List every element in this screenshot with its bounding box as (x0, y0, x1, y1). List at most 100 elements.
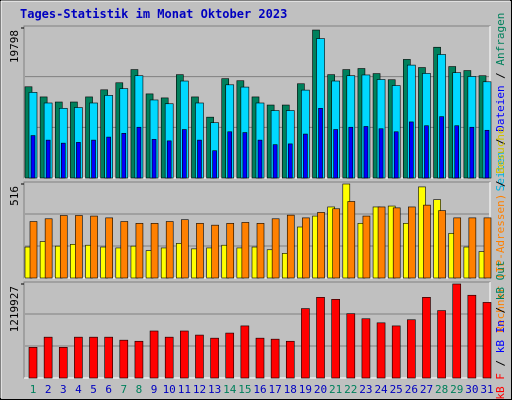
x-tick-label: 10 (163, 383, 176, 396)
x-tick-label: 7 (120, 383, 127, 396)
legend-item: Anfragen (494, 13, 507, 66)
x-tick-label: 3 (60, 383, 67, 396)
y-tick-label: 19798 (8, 30, 21, 63)
x-tick-label: 11 (178, 383, 191, 396)
bar (180, 330, 189, 379)
bar (285, 340, 295, 379)
legend-item: Rechner (IP-Adressen) (494, 194, 507, 333)
legend-item: Besuche (494, 127, 507, 173)
legend: kB F / kB In / kB Out (494, 260, 507, 399)
legend-item: / (494, 300, 507, 320)
bar (303, 133, 308, 179)
bar (256, 223, 265, 279)
bar (211, 224, 219, 279)
y-tick-label: 516 (8, 186, 21, 206)
x-tick-label: 18 (284, 383, 297, 396)
bar (164, 336, 174, 379)
bar (225, 332, 235, 379)
bar (30, 135, 36, 179)
bar (302, 217, 310, 279)
bar (424, 125, 429, 179)
legend-item: Seiten (494, 152, 507, 192)
legend: Rechner (IP-Adressen) / Besuche (494, 127, 507, 332)
legend-item: kB In (494, 320, 507, 353)
legend-item: / (494, 132, 507, 152)
bar (452, 283, 462, 379)
x-tick-label: 2 (45, 383, 52, 396)
bar (75, 215, 83, 279)
bar (121, 132, 127, 179)
bar (119, 339, 129, 379)
bar (182, 129, 187, 179)
bar (287, 143, 293, 179)
bar (361, 318, 371, 379)
bar (422, 297, 431, 379)
bar (286, 214, 295, 279)
bar (363, 126, 369, 179)
x-tick-label: 1 (30, 383, 37, 396)
bar (59, 215, 68, 279)
bar (469, 126, 475, 179)
x-tick-label: 23 (359, 383, 372, 396)
legend: Seiten / Dateien / Anfragen (494, 13, 507, 192)
x-tick-label: 15 (238, 383, 251, 396)
bar (91, 139, 96, 179)
legend-item: / (494, 174, 507, 194)
bar (58, 347, 68, 379)
bar (332, 208, 340, 279)
bar (196, 223, 204, 279)
bar (393, 131, 399, 179)
bar (438, 210, 446, 279)
bar (484, 129, 490, 179)
legend-item: kB Out (494, 260, 507, 300)
x-tick-label: 25 (390, 383, 403, 396)
chart-title: Tages-Statistik im Monat Oktober 2023 (20, 7, 287, 21)
legend-item: / (494, 66, 507, 86)
bar (437, 310, 446, 379)
bar (409, 121, 414, 179)
bar (181, 219, 189, 279)
bar (197, 139, 202, 179)
bar (270, 338, 280, 379)
x-tick-label: 22 (344, 383, 357, 396)
bar (242, 132, 248, 179)
x-tick-label: 9 (151, 383, 158, 396)
x-tick-label: 14 (223, 383, 237, 396)
bar (483, 217, 492, 279)
bar (347, 201, 356, 279)
bar (348, 126, 354, 179)
bar (29, 221, 38, 279)
bar (317, 212, 325, 279)
bar (376, 322, 386, 379)
x-tick-label: 4 (75, 383, 82, 396)
bar (60, 142, 66, 179)
x-tick-label: 27 (420, 383, 433, 396)
x-tick-label: 13 (208, 383, 221, 396)
bar (391, 325, 401, 379)
bar (151, 139, 157, 179)
bar (454, 125, 460, 179)
bar (301, 308, 310, 379)
bar (166, 140, 172, 179)
bar (106, 136, 111, 179)
bar (76, 142, 81, 179)
bar (90, 215, 98, 279)
bar (377, 206, 386, 279)
bar (120, 221, 129, 279)
bar (104, 336, 113, 379)
bar (316, 297, 325, 379)
bar (392, 207, 401, 279)
x-tick-label: 12 (193, 383, 206, 396)
bar (135, 223, 144, 279)
bar (74, 336, 83, 379)
bar (212, 150, 217, 179)
bar (227, 131, 233, 179)
bar (165, 221, 174, 279)
bar (45, 139, 51, 179)
x-tick-label: 16 (253, 383, 266, 396)
bar (333, 129, 338, 179)
x-tick-label: 8 (136, 383, 143, 396)
bar (240, 325, 250, 379)
bar (134, 340, 144, 379)
bar (241, 222, 250, 279)
